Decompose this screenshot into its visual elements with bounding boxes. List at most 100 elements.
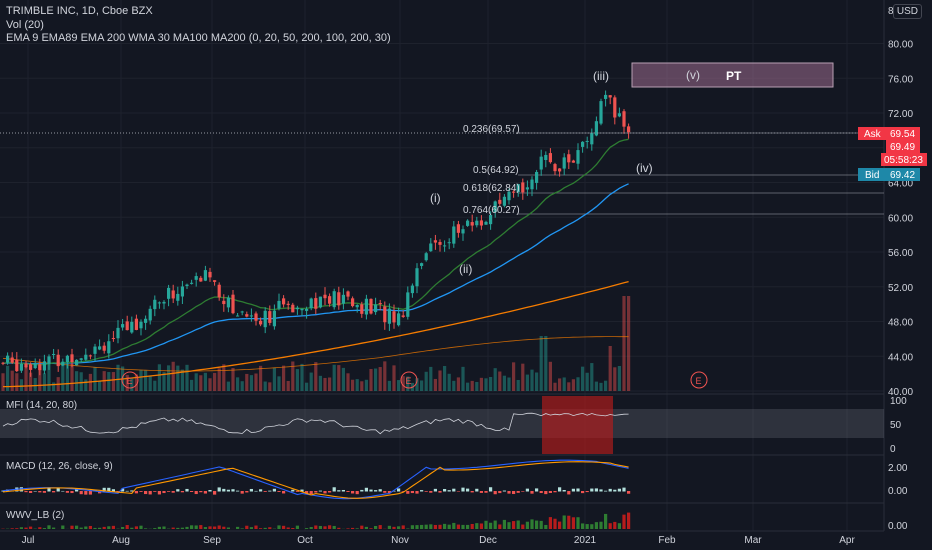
candle-body xyxy=(162,301,166,304)
candle-body xyxy=(84,354,88,360)
candle-body xyxy=(461,229,465,234)
macd-bar xyxy=(360,489,364,492)
wwv-bar xyxy=(254,525,258,529)
candle-body xyxy=(424,253,428,261)
volume-bar xyxy=(203,372,207,391)
macd-bar xyxy=(328,491,332,493)
wwv-bar xyxy=(153,528,157,529)
candle-body xyxy=(65,355,69,363)
currency-button[interactable]: USD xyxy=(892,4,922,19)
wwv-bar xyxy=(323,526,327,529)
macd-bar xyxy=(24,491,28,493)
macd-bar xyxy=(217,487,221,492)
volume-bar xyxy=(544,336,548,391)
volume-bar xyxy=(599,382,603,391)
macd-bar xyxy=(268,490,272,492)
volume-bar xyxy=(1,373,5,391)
candle-body xyxy=(337,292,341,306)
volume-bar xyxy=(6,365,10,391)
wwv-bar xyxy=(392,526,396,529)
candle-body xyxy=(351,298,355,307)
candle-body xyxy=(521,182,525,193)
macd-bar xyxy=(392,490,396,492)
candle-body xyxy=(535,171,539,183)
macd-bar xyxy=(613,489,617,492)
earnings-marker-nov[interactable]: E xyxy=(400,371,418,389)
volume-bar xyxy=(134,374,138,391)
volume-bar xyxy=(461,366,465,391)
volume-legend[interactable]: Vol (20) xyxy=(6,19,44,31)
macd-bar xyxy=(475,488,479,492)
candle-body xyxy=(397,313,401,326)
macd-bar xyxy=(107,487,111,492)
ma-legend[interactable]: EMA 9 EMA89 EMA 200 WMA 30 MA100 MA200 (… xyxy=(6,32,391,44)
wwv-bar xyxy=(259,528,263,529)
wwv-bar xyxy=(378,525,382,529)
volume-bar xyxy=(369,368,373,391)
wwv-bar xyxy=(397,526,401,529)
wwv-bar xyxy=(466,524,470,529)
candle-body xyxy=(102,345,106,351)
symbol-title[interactable]: TRIMBLE INC, 1D, Cboe BZX xyxy=(6,5,153,17)
volume-bar xyxy=(328,377,332,391)
candle-body xyxy=(15,359,19,372)
macd-bar xyxy=(447,490,451,492)
candle-body xyxy=(341,294,345,304)
wwv-tick-0: 0.00 xyxy=(888,521,908,532)
countdown-bg xyxy=(881,153,927,166)
volume-bar xyxy=(535,372,539,391)
volume-bar xyxy=(452,380,456,391)
volume-bar xyxy=(378,367,382,391)
candle-body xyxy=(443,245,447,247)
candle-body xyxy=(613,97,617,118)
wwv-bar xyxy=(144,528,148,529)
candle-body xyxy=(167,287,171,299)
wwv-bar xyxy=(581,523,585,529)
volume-bar xyxy=(259,365,263,391)
fib-levels xyxy=(518,132,884,215)
macd-bar xyxy=(134,491,138,494)
candle-body xyxy=(328,296,332,304)
candle-body xyxy=(548,153,552,163)
macd-bar xyxy=(548,491,552,494)
wwv-bar xyxy=(84,526,88,529)
candle-body xyxy=(387,308,391,324)
wwv-bar xyxy=(535,520,539,529)
macd-bar xyxy=(415,491,419,494)
candle-body xyxy=(571,160,575,163)
candle-body xyxy=(314,298,318,309)
macd-line xyxy=(2,459,629,500)
volume-bar xyxy=(470,380,474,391)
macd-bar xyxy=(300,489,304,492)
macd-tick-0: 0.00 xyxy=(888,486,908,497)
volume-bar xyxy=(222,364,226,391)
macd-bar xyxy=(387,491,391,494)
candle-body xyxy=(493,201,497,213)
wwv-bar xyxy=(203,527,207,529)
candle-body xyxy=(318,296,322,308)
macd-bar xyxy=(567,491,571,495)
wwv-bar xyxy=(479,523,483,529)
bid-tag-label: Bid xyxy=(865,170,879,181)
candle-body xyxy=(277,300,281,309)
candle-body xyxy=(139,321,143,329)
svg-text:E: E xyxy=(127,376,133,386)
earnings-marker-feb[interactable]: E xyxy=(690,371,708,389)
wwv-bar xyxy=(171,527,175,529)
price-tick: 56.00 xyxy=(888,248,913,259)
wwv-bar xyxy=(75,525,79,529)
wwv-bar xyxy=(263,527,267,529)
macd-bar xyxy=(236,490,240,492)
macd-bar xyxy=(33,490,37,492)
earnings-marker-aug[interactable]: E xyxy=(121,371,139,389)
macd-bar xyxy=(199,491,203,493)
wwv-bar xyxy=(438,524,442,529)
volume-bar xyxy=(443,366,447,391)
candle-body xyxy=(148,308,152,321)
candle-body xyxy=(498,199,502,204)
volume-bar xyxy=(226,381,230,391)
candle-body xyxy=(157,302,161,304)
pt-box[interactable] xyxy=(631,62,834,88)
wwv-bar xyxy=(346,528,350,529)
candle-body xyxy=(153,299,157,310)
